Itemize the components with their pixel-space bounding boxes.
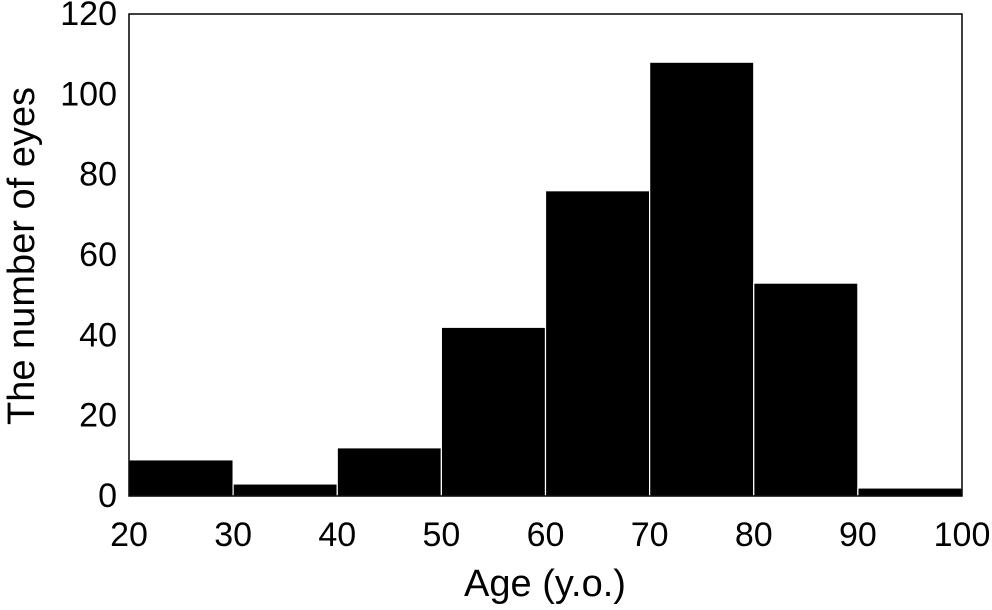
histogram-bar-50-60 (440, 326, 547, 497)
y-tick-label-100: 100 (60, 75, 117, 113)
histogram-bar-80-90 (753, 282, 859, 497)
x-tick-label-70: 70 (631, 516, 669, 554)
x-tick-label-40: 40 (318, 516, 356, 554)
plot-frame (128, 13, 963, 497)
y-axis-ticks: 0 20 40 60 80 100 120 (60, 0, 117, 515)
y-tick-label-0: 0 (98, 477, 117, 515)
y-tick-label-40: 40 (79, 316, 117, 354)
y-tick-label-80: 80 (79, 156, 117, 194)
x-tick-label-100: 100 (934, 516, 991, 554)
x-axis-ticks: 20 30 40 50 60 70 80 90 100 (110, 516, 990, 554)
histogram-bar-70-80 (649, 61, 755, 497)
x-tick-label-50: 50 (422, 516, 460, 554)
x-tick-label-60: 60 (527, 516, 565, 554)
x-tick-label-20: 20 (110, 516, 148, 554)
y-axis-label: The number of eyes (1, 87, 43, 425)
x-tick-label-90: 90 (839, 516, 877, 554)
histogram-bar-20-30 (128, 459, 234, 497)
histogram-bar-60-70 (544, 190, 651, 497)
y-tick-label-120: 120 (60, 0, 117, 33)
x-tick-label-80: 80 (735, 516, 773, 554)
x-axis-label: Age (y.o.) (464, 563, 626, 605)
y-tick-label-60: 60 (79, 236, 117, 274)
histogram-bar-30-40 (232, 483, 338, 497)
histogram-bars (128, 61, 963, 497)
histogram-bar-40-50 (336, 447, 442, 497)
x-tick-label-30: 30 (214, 516, 252, 554)
histogram-bar-90-100 (857, 487, 963, 497)
y-tick-label-20: 20 (79, 397, 117, 435)
